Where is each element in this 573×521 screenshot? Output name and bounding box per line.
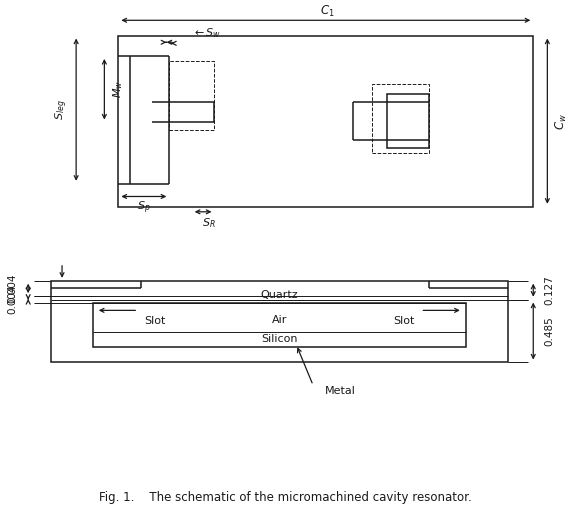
Text: Silicon: Silicon <box>261 334 297 344</box>
Text: $S_R$: $S_R$ <box>202 216 215 230</box>
Text: Fig. 1.    The schematic of the micromachined cavity resonator.: Fig. 1. The schematic of the micromachin… <box>99 491 472 504</box>
Bar <box>372 84 429 153</box>
Text: 0.485: 0.485 <box>544 316 554 346</box>
Text: 0.127: 0.127 <box>544 275 554 305</box>
Text: 0.004: 0.004 <box>7 274 17 303</box>
Bar <box>93 303 465 347</box>
Text: $M_w$: $M_w$ <box>112 80 125 98</box>
Text: 0.004: 0.004 <box>7 284 17 314</box>
Text: $C_1$: $C_1$ <box>320 4 335 19</box>
Text: Quartz: Quartz <box>261 290 298 300</box>
Text: Slot: Slot <box>394 316 415 326</box>
Bar <box>387 94 429 148</box>
Bar <box>119 35 533 207</box>
Text: Air: Air <box>272 315 287 325</box>
Text: $\leftarrow S_w$: $\leftarrow S_w$ <box>192 26 221 40</box>
Text: Slot: Slot <box>144 316 165 326</box>
Bar <box>169 61 214 130</box>
Text: $S_{leg}$: $S_{leg}$ <box>54 100 70 120</box>
Text: $C_w$: $C_w$ <box>554 113 569 130</box>
Text: Metal: Metal <box>324 386 355 395</box>
Bar <box>51 281 508 363</box>
Text: $S_p$: $S_p$ <box>137 200 151 216</box>
